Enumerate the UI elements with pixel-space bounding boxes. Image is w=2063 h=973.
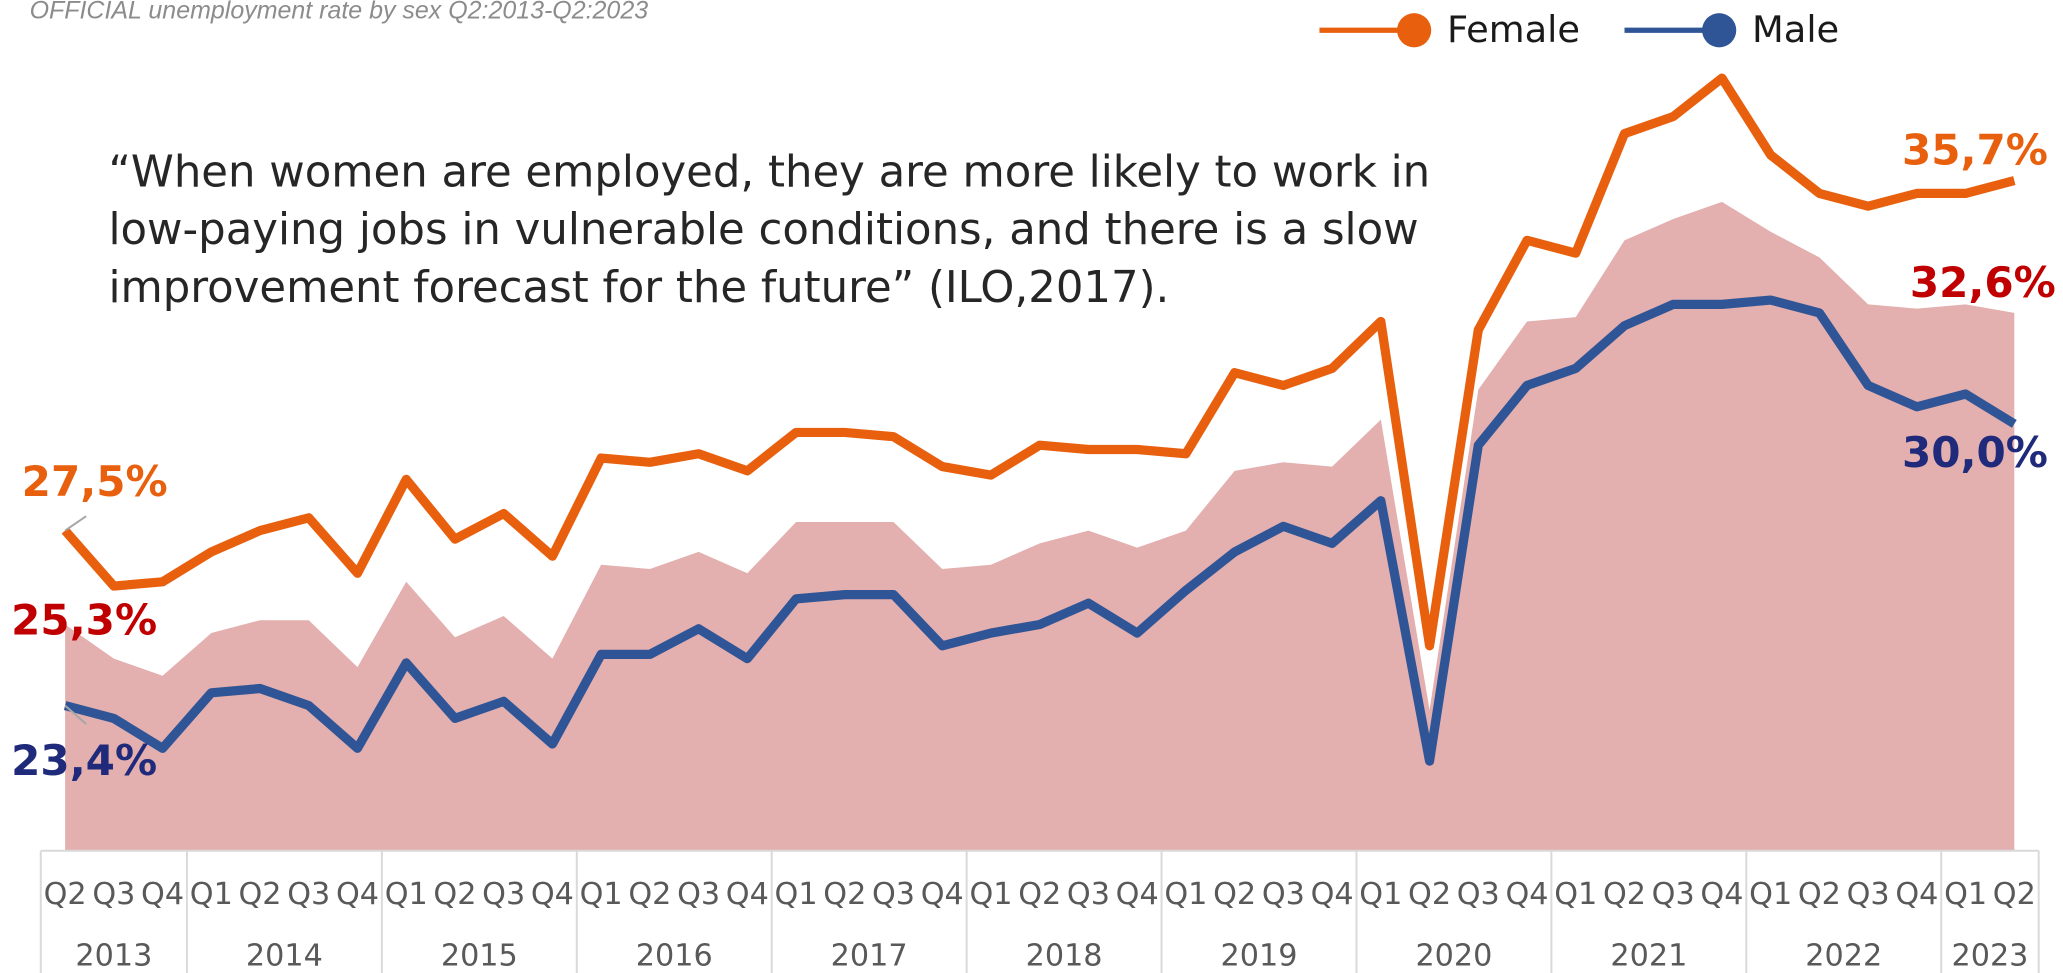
- x-tick-label: Q1: [190, 877, 233, 912]
- leader-line: [64, 704, 87, 725]
- x-tick-label: Q3: [287, 877, 330, 912]
- legend-marker: [1702, 13, 1737, 48]
- x-tick-label: Q2: [239, 877, 282, 912]
- data-label: 30,0%: [1902, 428, 2048, 477]
- x-group-label: 2018: [1026, 939, 1103, 973]
- x-group-label: 2013: [75, 939, 152, 973]
- x-tick-label: Q1: [1164, 877, 1207, 912]
- data-label: 23,4%: [11, 736, 157, 785]
- x-tick-label: Q1: [969, 877, 1012, 912]
- legend-marker: [1397, 13, 1432, 48]
- x-tick-label: Q1: [1944, 877, 1987, 912]
- quote-line: “When women are employed, they are more …: [108, 147, 1430, 197]
- x-tick-label: Q2: [433, 877, 476, 912]
- x-tick-label: Q3: [1847, 877, 1890, 912]
- x-tick-label: Q2: [1798, 877, 1841, 912]
- quote-line: low-paying jobs in vulnerable conditions…: [108, 205, 1418, 255]
- x-group-label: 2022: [1805, 939, 1882, 973]
- x-tick-label: Q4: [1116, 877, 1159, 912]
- x-tick-label: Q4: [531, 877, 574, 912]
- x-tick-label: Q3: [1067, 877, 1110, 912]
- line: [63, 295, 2017, 766]
- x-group-label: 2015: [441, 939, 518, 973]
- x-tick-label: Q1: [775, 877, 818, 912]
- data-label: 27,5%: [22, 457, 168, 506]
- line: [61, 73, 2016, 651]
- x-tick-label: Q2: [44, 877, 87, 912]
- quote-line: improvement forecast for the future” (IL…: [108, 263, 1169, 313]
- area: [65, 201, 2015, 851]
- x-tick-label: Q3: [92, 877, 135, 912]
- legend-label: Male: [1752, 8, 1839, 51]
- x-group-label: 2016: [636, 939, 713, 973]
- x-group-label: 2019: [1221, 939, 1298, 973]
- x-tick-label: Q1: [580, 877, 623, 912]
- x-tick-label: Q2: [628, 877, 671, 912]
- x-tick-label: Q2: [823, 877, 866, 912]
- x-tick-label: Q3: [1457, 877, 1500, 912]
- x-tick-label: Q4: [1895, 877, 1938, 912]
- x-tick-label: Q2: [1213, 877, 1256, 912]
- x-group-label: 2017: [831, 939, 908, 973]
- data-label: 25,3%: [11, 596, 157, 645]
- x-group-label: 2020: [1415, 939, 1492, 973]
- x-group-label: 2023: [1951, 939, 2028, 973]
- x-tick-label: Q4: [1505, 877, 1548, 912]
- legend-label: Female: [1447, 8, 1580, 51]
- x-tick-label: Q2: [1993, 877, 2036, 912]
- x-tick-label: Q4: [726, 877, 769, 912]
- x-tick-label: Q4: [1700, 877, 1743, 912]
- x-tick-label: Q3: [1652, 877, 1695, 912]
- x-tick-label: Q3: [677, 877, 720, 912]
- chart-title: OFFICIAL unemployment rate by sex Q2:201…: [30, 0, 649, 24]
- x-tick-label: Q2: [1603, 877, 1646, 912]
- leader-line: [64, 515, 87, 532]
- x-tick-label: Q4: [921, 877, 964, 912]
- x-tick-label: Q3: [872, 877, 915, 912]
- x-tick-label: Q3: [1262, 877, 1305, 912]
- x-tick-label: Q2: [1408, 877, 1451, 912]
- x-tick-label: Q1: [1554, 877, 1597, 912]
- x-tick-label: Q4: [141, 877, 184, 912]
- data-label: 35,7%: [1902, 125, 2048, 174]
- x-tick-label: Q2: [1018, 877, 1061, 912]
- x-tick-label: Q1: [1749, 877, 1792, 912]
- quote: “When women are employed, they are more …: [108, 147, 1430, 313]
- x-tick-label: Q1: [1359, 877, 1402, 912]
- x-tick-label: Q1: [385, 877, 428, 912]
- x-group-label: 2014: [246, 939, 323, 973]
- x-tick-label: Q4: [1311, 877, 1354, 912]
- x-tick-label: Q3: [482, 877, 525, 912]
- x-tick-label: Q4: [336, 877, 379, 912]
- data-label: 32,6%: [1910, 258, 2056, 307]
- x-group-label: 2021: [1610, 939, 1687, 973]
